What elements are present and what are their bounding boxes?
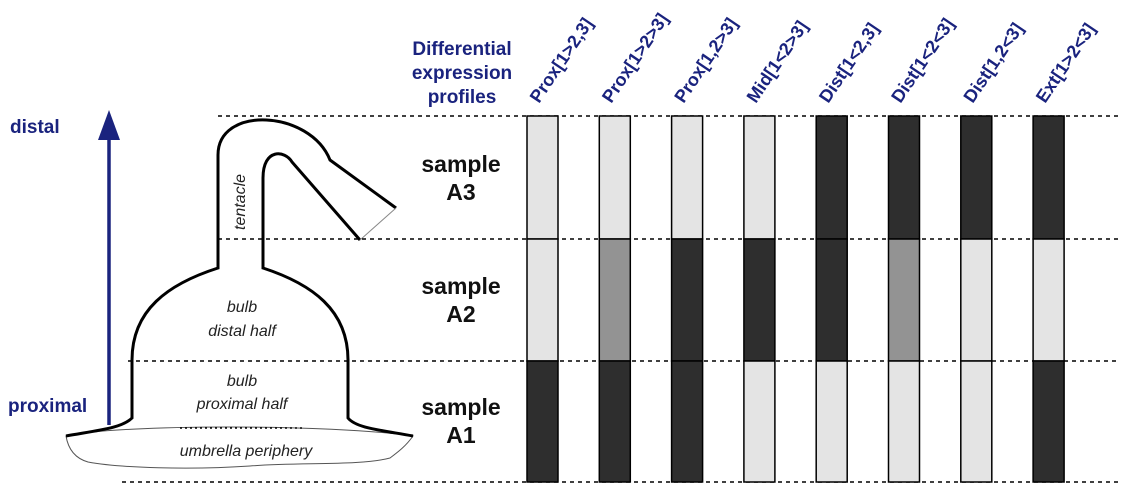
expression-cell	[670, 360, 704, 483]
sample-a1-line1: sample	[421, 394, 500, 420]
profile-column: Prox[1,2>3]	[670, 14, 741, 483]
sample-a3-line1: sample	[421, 151, 500, 177]
header-line2: expression	[412, 63, 512, 84]
expression-cell	[887, 115, 921, 240]
profile-column: Dist[1<2<3]	[887, 15, 958, 483]
umbrella-periphery-shape	[65, 426, 414, 469]
profile-label: Ext[1>2<3]	[1032, 20, 1100, 107]
tentacle-label: tentacle	[232, 174, 249, 230]
expression-cell	[598, 115, 632, 240]
bulb-distal-label-line1: bulb	[227, 299, 257, 316]
axis-arrowhead-icon	[98, 110, 120, 140]
expression-cell	[1032, 238, 1065, 362]
proximal-distal-axis: distal proximal	[8, 110, 120, 425]
profile-column: Dist[1<2,3]	[815, 19, 883, 483]
expression-cell	[526, 238, 559, 362]
sample-a2-line1: sample	[421, 273, 500, 299]
profile-label: Prox[1>2,3]	[526, 14, 597, 106]
expression-cell	[815, 115, 848, 240]
profile-label: Dist[1<2,3]	[815, 19, 883, 106]
distal-label: distal	[10, 117, 60, 138]
expression-cell	[743, 115, 776, 240]
expression-cell	[960, 360, 993, 483]
bulb-inner-outline	[261, 152, 414, 438]
profile-label: Mid[1<2>3]	[743, 17, 812, 106]
sample-a3-line2: A3	[446, 179, 475, 205]
profile-column: Dist[1,2<3]	[960, 19, 1028, 483]
profile-columns: Prox[1>2,3] Prox[1>2>3]Prox[1,2>3] Mid[1<2…	[526, 10, 1100, 483]
profiles-header: Differential expression profiles	[412, 39, 512, 108]
sample-labels: sample A3 sample A2 sample A1	[421, 151, 500, 448]
expression-cell	[598, 360, 632, 483]
expression-cell	[1032, 360, 1065, 483]
expression-cell	[815, 238, 848, 362]
bulb-distal-label-line2: distal half	[208, 323, 277, 340]
header-line1: Differential	[412, 39, 511, 60]
profile-label: Dist[1<2<3]	[887, 15, 958, 107]
profile-label: Prox[1>2>3]	[598, 10, 672, 107]
expression-cell	[670, 115, 704, 240]
profile-column: Mid[1<2>3]	[743, 17, 812, 483]
profile-column: Prox[1>2>3]	[598, 10, 672, 483]
profile-label: Prox[1,2>3]	[670, 14, 741, 106]
proximal-label: proximal	[8, 396, 87, 417]
bulb-proximal-label-line2: proximal half	[196, 396, 289, 413]
sample-a2-line2: A2	[446, 301, 475, 327]
expression-cell	[598, 238, 632, 362]
expression-cell	[526, 360, 559, 483]
profile-column: Ext[1>2<3]	[1032, 20, 1100, 483]
expression-cell	[960, 115, 993, 240]
expression-cell	[815, 360, 848, 483]
organ-drawing: tentacle bulb distal half bulb proximal …	[65, 118, 414, 469]
expression-cell	[526, 115, 559, 240]
expression-cell	[670, 238, 704, 362]
expression-cell	[887, 360, 921, 483]
expression-cell	[1032, 115, 1065, 240]
bulb-proximal-label-line1: bulb	[227, 373, 257, 390]
profile-column: Prox[1>2,3]	[526, 14, 597, 483]
sample-a1-line2: A1	[446, 422, 476, 448]
expression-cell	[743, 360, 776, 483]
umbrella-periphery-label: umbrella periphery	[180, 443, 314, 460]
bulb-tentacle-outline	[65, 118, 397, 438]
expression-cell	[960, 238, 993, 362]
tentacle-tip-cut	[359, 207, 397, 241]
expression-cell	[887, 238, 921, 362]
expression-cell	[743, 238, 776, 362]
header-line3: profiles	[428, 87, 497, 108]
profile-label: Dist[1,2<3]	[960, 19, 1028, 106]
